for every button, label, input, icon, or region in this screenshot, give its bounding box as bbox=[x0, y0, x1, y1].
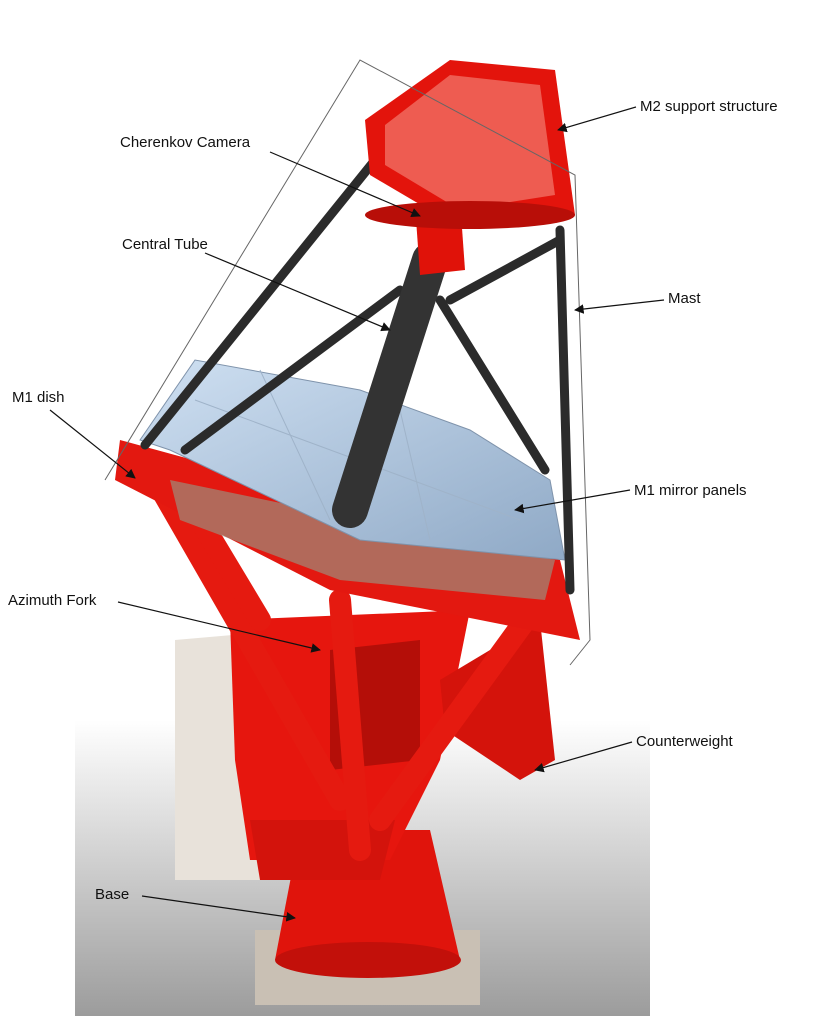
telescope-diagram: M2 support structure Cherenkov Camera Ce… bbox=[0, 0, 825, 1016]
label: Azimuth Fork bbox=[8, 592, 97, 609]
mast bbox=[450, 240, 560, 300]
page: {"labels": ["M2 support structure", "Che… bbox=[0, 0, 825, 1016]
base-ring bbox=[275, 942, 461, 978]
label: Mast bbox=[668, 290, 701, 307]
label: M1 dish bbox=[12, 389, 65, 406]
arrow bbox=[575, 300, 664, 310]
label: M2 support structure bbox=[640, 98, 778, 115]
label: Central Tube bbox=[122, 236, 208, 253]
label: M1 mirror panels bbox=[634, 482, 747, 499]
illustration bbox=[75, 60, 650, 1016]
arrow bbox=[558, 107, 636, 130]
fork-bottom bbox=[250, 820, 395, 880]
label: Cherenkov Camera bbox=[120, 134, 251, 151]
label: Base bbox=[95, 886, 129, 903]
mast bbox=[560, 230, 570, 590]
label: Counterweight bbox=[636, 733, 734, 750]
m2-rim bbox=[365, 201, 575, 229]
arrow bbox=[205, 253, 390, 330]
